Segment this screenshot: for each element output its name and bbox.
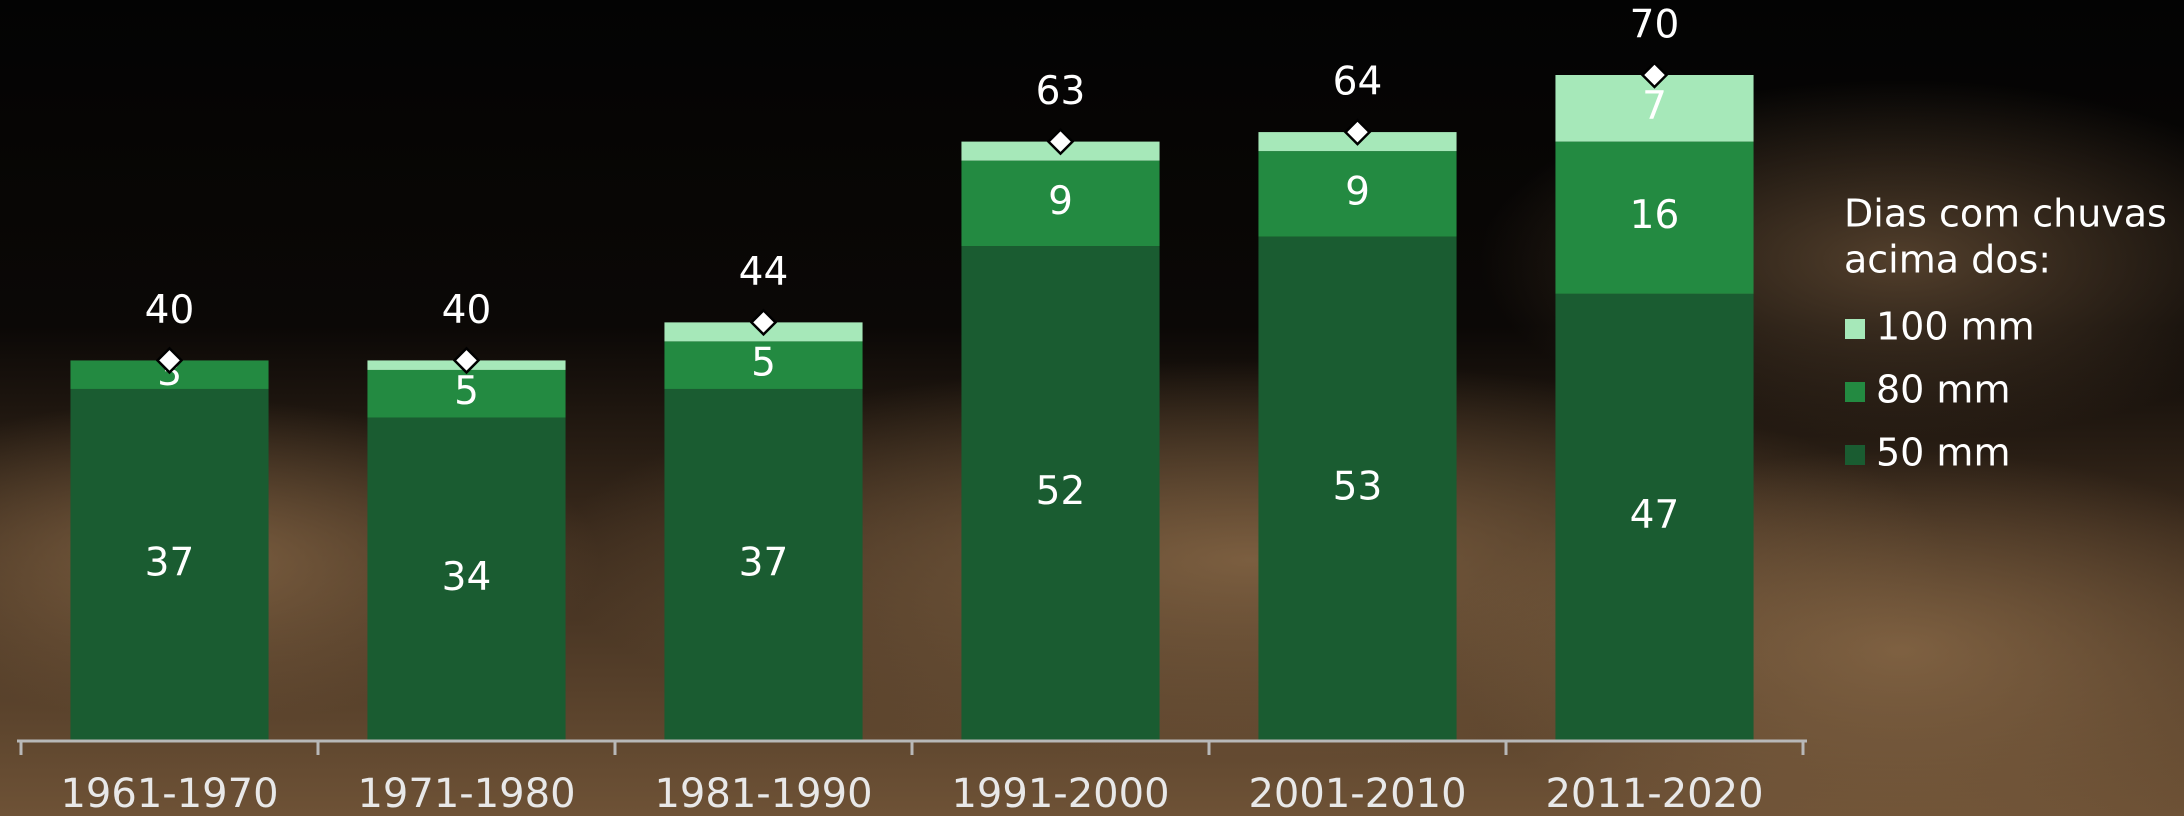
legend-swatch	[1845, 445, 1865, 465]
data-label: 5	[751, 341, 776, 386]
bar-segment	[1555, 141, 1754, 294]
data-label: 5	[454, 369, 479, 414]
bar-segment	[664, 388, 863, 741]
data-label: 9	[1048, 179, 1073, 224]
data-label: 52	[1036, 469, 1086, 514]
legend-title: Dias com chuvas	[1844, 192, 2167, 236]
x-tick-label: 1961-1970	[60, 771, 278, 816]
legend-label: 50 mm	[1876, 431, 2010, 475]
bar-segment	[1258, 236, 1457, 741]
total-label: 40	[442, 288, 492, 333]
bar-segment	[70, 388, 269, 741]
total-marker	[1640, 61, 1669, 89]
data-label: 9	[1345, 169, 1370, 214]
x-tick-label: 1971-1980	[357, 771, 575, 816]
bar-segment	[961, 246, 1160, 741]
bar-segment	[367, 417, 566, 741]
data-label: 37	[145, 540, 195, 585]
bar-segment	[1258, 151, 1457, 237]
bar-segment	[367, 369, 566, 418]
bar-segment	[961, 160, 1160, 247]
data-label: 47	[1630, 493, 1680, 538]
data-label: 34	[442, 555, 492, 600]
total-label: 63	[1036, 69, 1086, 114]
total-marker	[749, 308, 778, 337]
bar-segment	[1555, 293, 1754, 741]
total-marker	[1343, 118, 1372, 146]
total-marker	[452, 346, 481, 375]
data-label: 7	[1642, 84, 1667, 129]
x-tick-label: 1981-1990	[654, 771, 872, 816]
legend-title: acima dos:	[1844, 238, 2051, 282]
data-label: 37	[739, 540, 789, 585]
total-marker	[1046, 127, 1075, 156]
bar-segment	[664, 341, 863, 389]
total-label: 44	[739, 250, 789, 295]
total-label: 40	[145, 288, 195, 333]
legend-label: 100 mm	[1876, 305, 2035, 349]
total-label: 64	[1333, 60, 1383, 105]
legend-label: 80 mm	[1876, 368, 2010, 412]
total-label: 70	[1630, 3, 1680, 48]
legend-swatch	[1845, 382, 1865, 402]
x-tick-label: 2001-2010	[1248, 771, 1466, 816]
x-tick-label: 1991-2000	[951, 771, 1169, 816]
legend-swatch	[1845, 319, 1865, 339]
x-tick-label: 2011-2020	[1545, 771, 1763, 816]
data-label: 16	[1630, 193, 1680, 238]
data-label: 53	[1333, 464, 1383, 509]
total-marker	[155, 346, 184, 375]
